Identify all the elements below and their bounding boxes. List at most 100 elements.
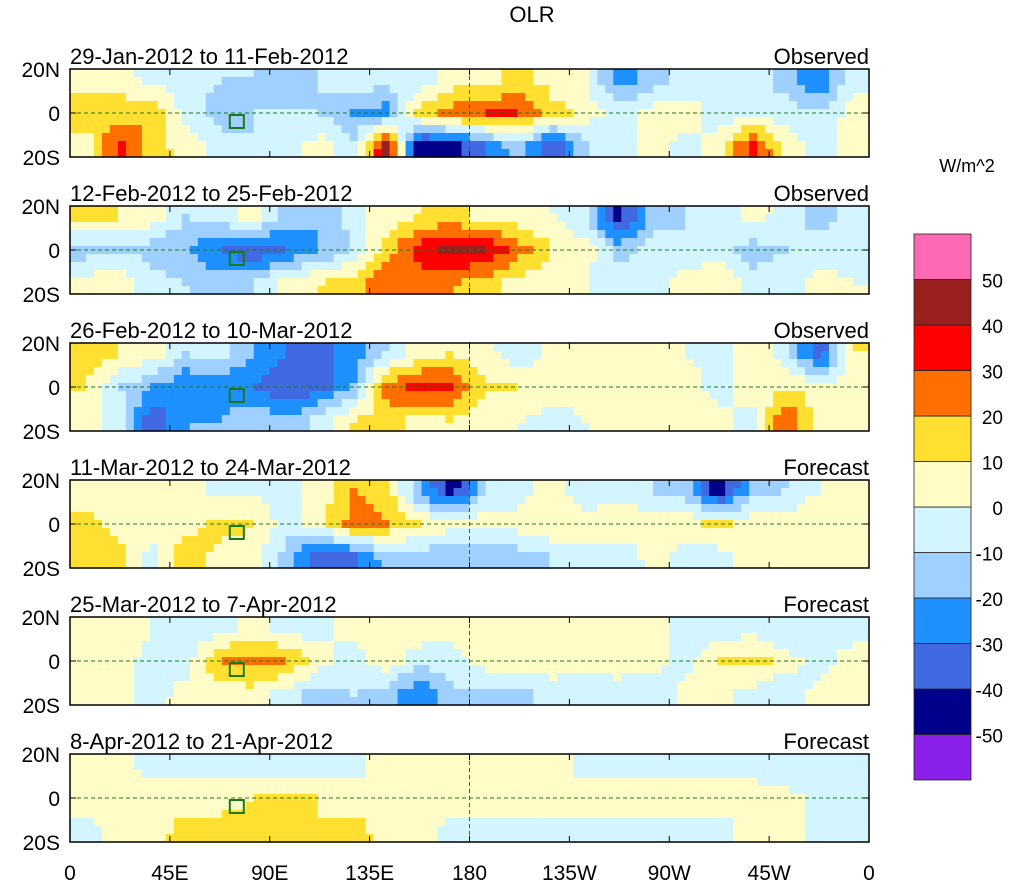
heatmap-cell bbox=[341, 391, 351, 400]
heatmap-cell bbox=[749, 383, 758, 392]
heatmap-cell bbox=[381, 617, 391, 626]
heatmap-cell bbox=[445, 480, 455, 489]
heatmap-cell bbox=[789, 125, 798, 134]
heatmap-cell bbox=[613, 270, 622, 279]
heatmap-cell bbox=[373, 359, 383, 368]
heatmap-cell bbox=[645, 407, 654, 416]
heatmap-cell bbox=[709, 278, 718, 287]
heatmap-cell bbox=[117, 488, 127, 497]
heatmap-cell bbox=[757, 246, 766, 255]
heatmap-cell bbox=[477, 85, 487, 94]
heatmap-cell bbox=[421, 423, 431, 432]
heatmap-cell bbox=[141, 375, 151, 384]
heatmap-cell bbox=[117, 77, 127, 86]
heatmap-cell bbox=[141, 117, 151, 126]
heatmap-cell bbox=[93, 625, 103, 634]
heatmap-cell bbox=[757, 343, 766, 352]
heatmap-cell bbox=[741, 286, 750, 295]
heatmap-cell bbox=[573, 214, 582, 223]
heatmap-cell bbox=[517, 415, 527, 424]
heatmap-cell bbox=[653, 633, 662, 642]
heatmap-cell bbox=[245, 649, 255, 658]
heatmap-cell bbox=[653, 254, 662, 263]
heatmap-cell bbox=[389, 641, 399, 650]
heatmap-cell bbox=[637, 101, 646, 110]
heatmap-cell bbox=[797, 149, 806, 158]
heatmap-cell bbox=[781, 375, 790, 384]
heatmap-cell bbox=[613, 391, 622, 400]
heatmap-cell bbox=[853, 101, 862, 110]
heatmap-cell bbox=[701, 133, 710, 142]
heatmap-cell bbox=[429, 617, 439, 626]
heatmap-cell bbox=[805, 359, 814, 368]
heatmap-cell bbox=[421, 85, 431, 94]
heatmap-cell bbox=[685, 480, 694, 489]
heatmap-cell bbox=[357, 246, 367, 255]
heatmap-cell bbox=[581, 278, 590, 287]
heatmap-cell bbox=[629, 544, 638, 553]
heatmap-cell bbox=[197, 407, 207, 416]
heatmap-cell bbox=[293, 496, 303, 505]
heatmap-cell bbox=[661, 359, 670, 368]
heatmap-cell bbox=[149, 149, 159, 158]
heatmap-cell bbox=[581, 254, 590, 263]
heatmap-cell bbox=[301, 230, 311, 239]
heatmap-cell bbox=[189, 504, 199, 513]
heatmap-cell bbox=[845, 222, 854, 231]
heatmap-cell bbox=[637, 77, 646, 86]
heatmap-cell bbox=[853, 407, 862, 416]
heatmap-cell bbox=[213, 641, 223, 650]
heatmap-cell bbox=[253, 552, 263, 561]
heatmap-cell bbox=[653, 496, 662, 505]
heatmap-cell bbox=[117, 351, 127, 360]
heatmap-cell bbox=[173, 77, 183, 86]
heatmap-cell bbox=[413, 520, 423, 529]
heatmap-cell bbox=[149, 407, 159, 416]
heatmap-cell bbox=[229, 552, 239, 561]
heatmap-cell bbox=[349, 391, 359, 400]
heatmap-cell bbox=[309, 246, 319, 255]
heatmap-cell bbox=[741, 504, 750, 513]
heatmap-cell bbox=[773, 93, 782, 102]
heatmap-cell bbox=[757, 367, 766, 376]
heatmap-cell bbox=[557, 552, 566, 561]
heatmap-cell bbox=[693, 351, 702, 360]
heatmap-cell bbox=[261, 343, 271, 352]
heatmap-cell bbox=[237, 512, 247, 521]
heatmap-cell bbox=[189, 520, 199, 529]
heatmap-cell bbox=[125, 504, 135, 513]
heatmap-cell bbox=[365, 552, 375, 561]
heatmap-cell bbox=[141, 649, 151, 658]
heatmap-cell bbox=[637, 206, 646, 215]
heatmap-cell bbox=[469, 278, 479, 287]
heatmap-cell bbox=[397, 222, 407, 231]
heatmap-cell bbox=[357, 552, 367, 561]
heatmap-cell bbox=[421, 278, 431, 287]
heatmap-cell bbox=[541, 560, 550, 569]
heatmap-cell bbox=[765, 625, 774, 634]
heatmap-cell bbox=[581, 488, 590, 497]
heatmap-cell bbox=[77, 423, 87, 432]
heatmap-cell bbox=[245, 109, 255, 118]
heatmap-cell bbox=[133, 343, 143, 352]
heatmap-cell bbox=[413, 343, 423, 352]
heatmap-cell bbox=[101, 85, 111, 94]
heatmap-cell bbox=[157, 359, 167, 368]
heatmap-cell bbox=[205, 560, 215, 569]
heatmap-cell bbox=[845, 552, 854, 561]
heatmap-cell bbox=[501, 270, 511, 279]
heatmap-cell bbox=[253, 560, 263, 569]
heatmap-cell bbox=[781, 69, 790, 78]
heatmap-cell bbox=[125, 77, 135, 86]
heatmap-cell bbox=[725, 230, 734, 239]
heatmap-cell bbox=[557, 496, 566, 505]
heatmap-cell bbox=[117, 407, 127, 416]
heatmap-cell bbox=[309, 552, 319, 561]
heatmap-cell bbox=[685, 544, 694, 553]
heatmap-cell bbox=[317, 617, 327, 626]
heatmap-cell bbox=[765, 383, 774, 392]
heatmap-cell bbox=[805, 77, 814, 86]
heatmap-cell bbox=[541, 383, 550, 392]
heatmap-cell bbox=[757, 77, 766, 86]
heatmap-cell bbox=[70, 85, 79, 94]
